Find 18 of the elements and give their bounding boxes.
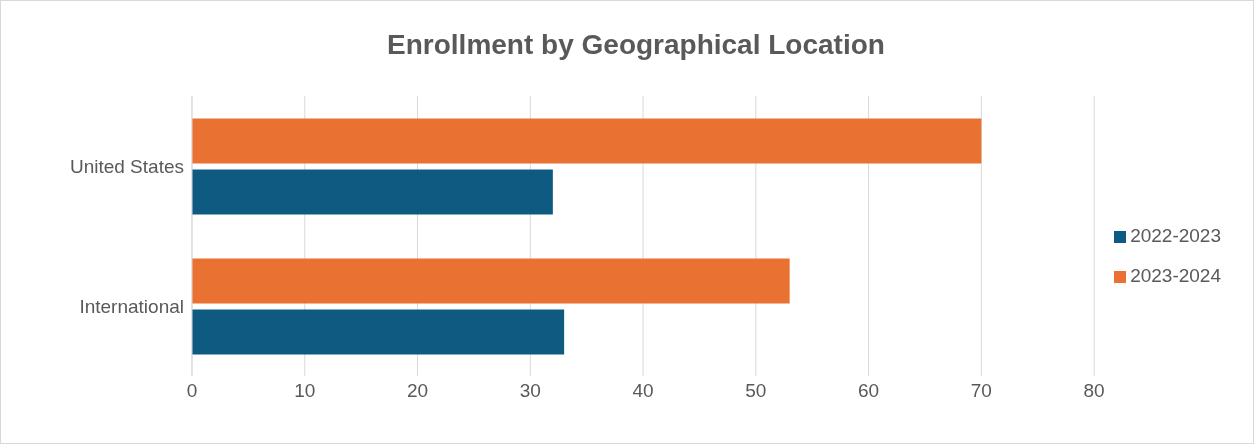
chart-title: Enrollment by Geographical Location: [386, 29, 886, 61]
bar: [192, 169, 553, 215]
x-tick-label: 20: [406, 380, 429, 402]
x-tick-label: 80: [1083, 380, 1105, 402]
x-tick-label: 60: [858, 380, 880, 402]
x-tick-label: 70: [970, 380, 992, 402]
bar: [192, 118, 982, 164]
x-tick-label: 50: [745, 380, 767, 402]
x-tick-label: 30: [519, 380, 541, 402]
x-tick-label: 0: [186, 380, 198, 402]
y-tick-label: United States: [69, 155, 184, 177]
y-tick-label: International: [79, 295, 184, 317]
x-tick-label: 40: [632, 380, 654, 402]
legend-label: 2023-2024: [1130, 265, 1221, 286]
bar: [192, 258, 790, 304]
bar: [192, 309, 565, 355]
legend-label: 2022-2023: [1130, 225, 1221, 246]
x-tick-label: 10: [294, 380, 316, 402]
